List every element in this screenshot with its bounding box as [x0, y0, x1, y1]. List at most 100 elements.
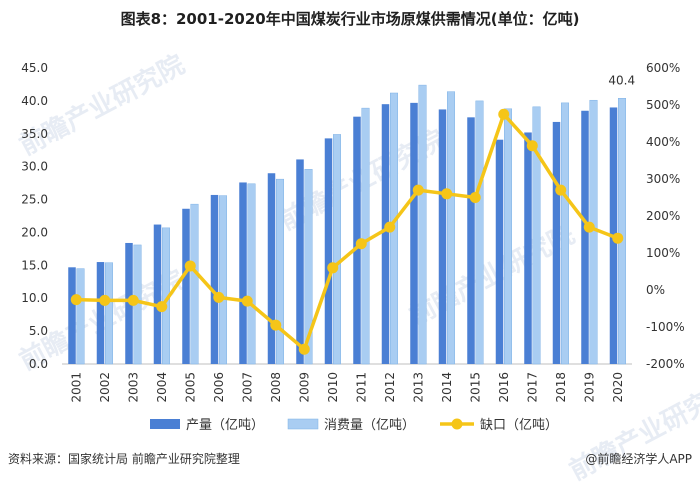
- bar-production: [524, 132, 532, 364]
- x-tick-label: 2015: [468, 372, 482, 403]
- point-gap: [70, 294, 82, 306]
- footer: 资料来源：国家统计局 前瞻产业研究院整理 @前瞻经济学人APP: [8, 450, 692, 472]
- bar-consumption: [618, 98, 626, 365]
- bar-consumption: [532, 106, 541, 365]
- bar-consumption: [276, 178, 284, 365]
- x-tick-label: 2019: [582, 372, 596, 403]
- point-gap: [555, 184, 567, 196]
- point-gap: [498, 108, 510, 120]
- bar-consumption: [561, 102, 569, 365]
- y-left-tick-label: 40.0: [21, 94, 48, 108]
- x-tick-label: 2011: [354, 372, 368, 403]
- x-tick-label: 2010: [326, 372, 340, 403]
- point-gap: [384, 221, 396, 233]
- bar-production: [581, 110, 589, 364]
- legend-label-consumption: 消费量（亿吨）: [324, 418, 415, 433]
- bar-production: [495, 139, 504, 364]
- point-gap: [127, 294, 139, 306]
- x-tick-label: 2009: [297, 372, 311, 403]
- bar-production: [324, 138, 333, 364]
- bar-production: [182, 208, 190, 364]
- x-tick-label: 2016: [497, 372, 511, 403]
- bar-consumption: [76, 268, 85, 365]
- point-gap: [327, 262, 339, 274]
- chart-title: 图表8：2001-2020年中国煤炭行业市场原煤供需情况(单位：亿吨): [120, 10, 580, 28]
- bar-production: [296, 159, 304, 364]
- x-tick-label: 2001: [69, 372, 83, 403]
- y-right-tick-label: 200%: [646, 209, 680, 223]
- bar-production: [210, 194, 219, 364]
- bar-production: [438, 109, 447, 364]
- y-left-tick-label: 5.0: [29, 324, 48, 338]
- point-gap: [583, 221, 595, 233]
- point-gap: [99, 294, 111, 306]
- x-tick-label: 2017: [525, 372, 539, 403]
- bar-production: [381, 104, 390, 364]
- bar-production: [239, 182, 247, 364]
- point-gap: [156, 301, 168, 313]
- x-tick-label: 2018: [554, 372, 568, 403]
- bar-consumption: [219, 195, 227, 365]
- bar-consumption: [105, 262, 113, 365]
- bar-production: [267, 173, 276, 364]
- y-left-tick-label: 0.0: [29, 357, 48, 371]
- y-right-tick-label: 600%: [646, 61, 680, 75]
- x-tick-label: 2005: [183, 372, 197, 403]
- y-right-tick-label: 500%: [646, 98, 680, 112]
- brand-credit: @前瞻经济学人APP: [585, 452, 692, 466]
- bar-consumption: [190, 203, 199, 365]
- point-gap: [298, 343, 310, 355]
- data-label: 40.4: [608, 73, 635, 87]
- x-tick-label: 2003: [126, 372, 140, 403]
- y-right-tick-label: -200%: [646, 357, 685, 371]
- legend-swatch-production: [150, 419, 180, 429]
- line-gap: [76, 112, 619, 351]
- point-gap: [441, 188, 453, 200]
- x-tick-label: 2002: [98, 372, 112, 403]
- bar-consumption: [361, 107, 370, 365]
- point-gap: [213, 291, 225, 303]
- point-gap: [241, 295, 253, 307]
- bar-production: [410, 102, 418, 365]
- supply-demand-chart: 0.0 5.0 10.0 15.0 20.0 25.0 30.0 35.0 40.0 45.0 -2…: [21, 61, 685, 433]
- point-gap: [355, 238, 367, 250]
- point-gap: [184, 260, 196, 272]
- bar-consumption: [504, 108, 512, 365]
- y-left-tick-label: 45.0: [21, 61, 48, 75]
- y-left-tick-label: 20.0: [21, 225, 48, 239]
- y-right-tick-label: 0%: [646, 283, 665, 297]
- y-right-tick-label: 100%: [646, 246, 680, 260]
- bar-production: [96, 262, 105, 364]
- y-left-tick-label: 15.0: [21, 258, 48, 272]
- x-tick-label: 2012: [383, 372, 397, 403]
- bar-production: [467, 117, 475, 364]
- bar-consumption: [418, 84, 427, 365]
- legend-swatch-consumption: [287, 418, 319, 430]
- legend-label-gap: 缺口（亿吨）: [480, 418, 558, 433]
- bar-consumption: [475, 100, 484, 365]
- bar-consumption: [304, 169, 313, 365]
- x-tick-label: 2007: [240, 372, 254, 403]
- bar-production: [552, 121, 561, 364]
- x-tick-label: 2004: [155, 372, 169, 403]
- point-gap: [469, 192, 481, 203]
- x-tick-label: 2020: [611, 372, 625, 403]
- y-left-tick-label: 30.0: [21, 160, 48, 174]
- bar-consumption: [333, 134, 341, 365]
- y-left-tick-label: 35.0: [21, 127, 48, 141]
- bar-consumption: [447, 91, 455, 365]
- legend-marker-gap: [451, 418, 463, 430]
- bar-consumption: [247, 183, 256, 365]
- bar-production: [153, 224, 162, 364]
- source-note: 资料来源：国家统计局 前瞻产业研究院整理: [8, 452, 240, 466]
- legend-label-production: 产量（亿吨）: [186, 418, 264, 433]
- y-right-tick-label: -100%: [646, 320, 685, 334]
- bar-production: [68, 267, 76, 364]
- x-tick-label: 2006: [212, 372, 226, 403]
- point-gap: [270, 319, 282, 331]
- y-left-tick-label: 10.0: [21, 291, 48, 305]
- y-left-tick-label: 25.0: [21, 193, 48, 207]
- point-gap: [612, 232, 624, 244]
- y-right-tick-label: 300%: [646, 172, 680, 186]
- x-tick-label: 2008: [269, 372, 283, 403]
